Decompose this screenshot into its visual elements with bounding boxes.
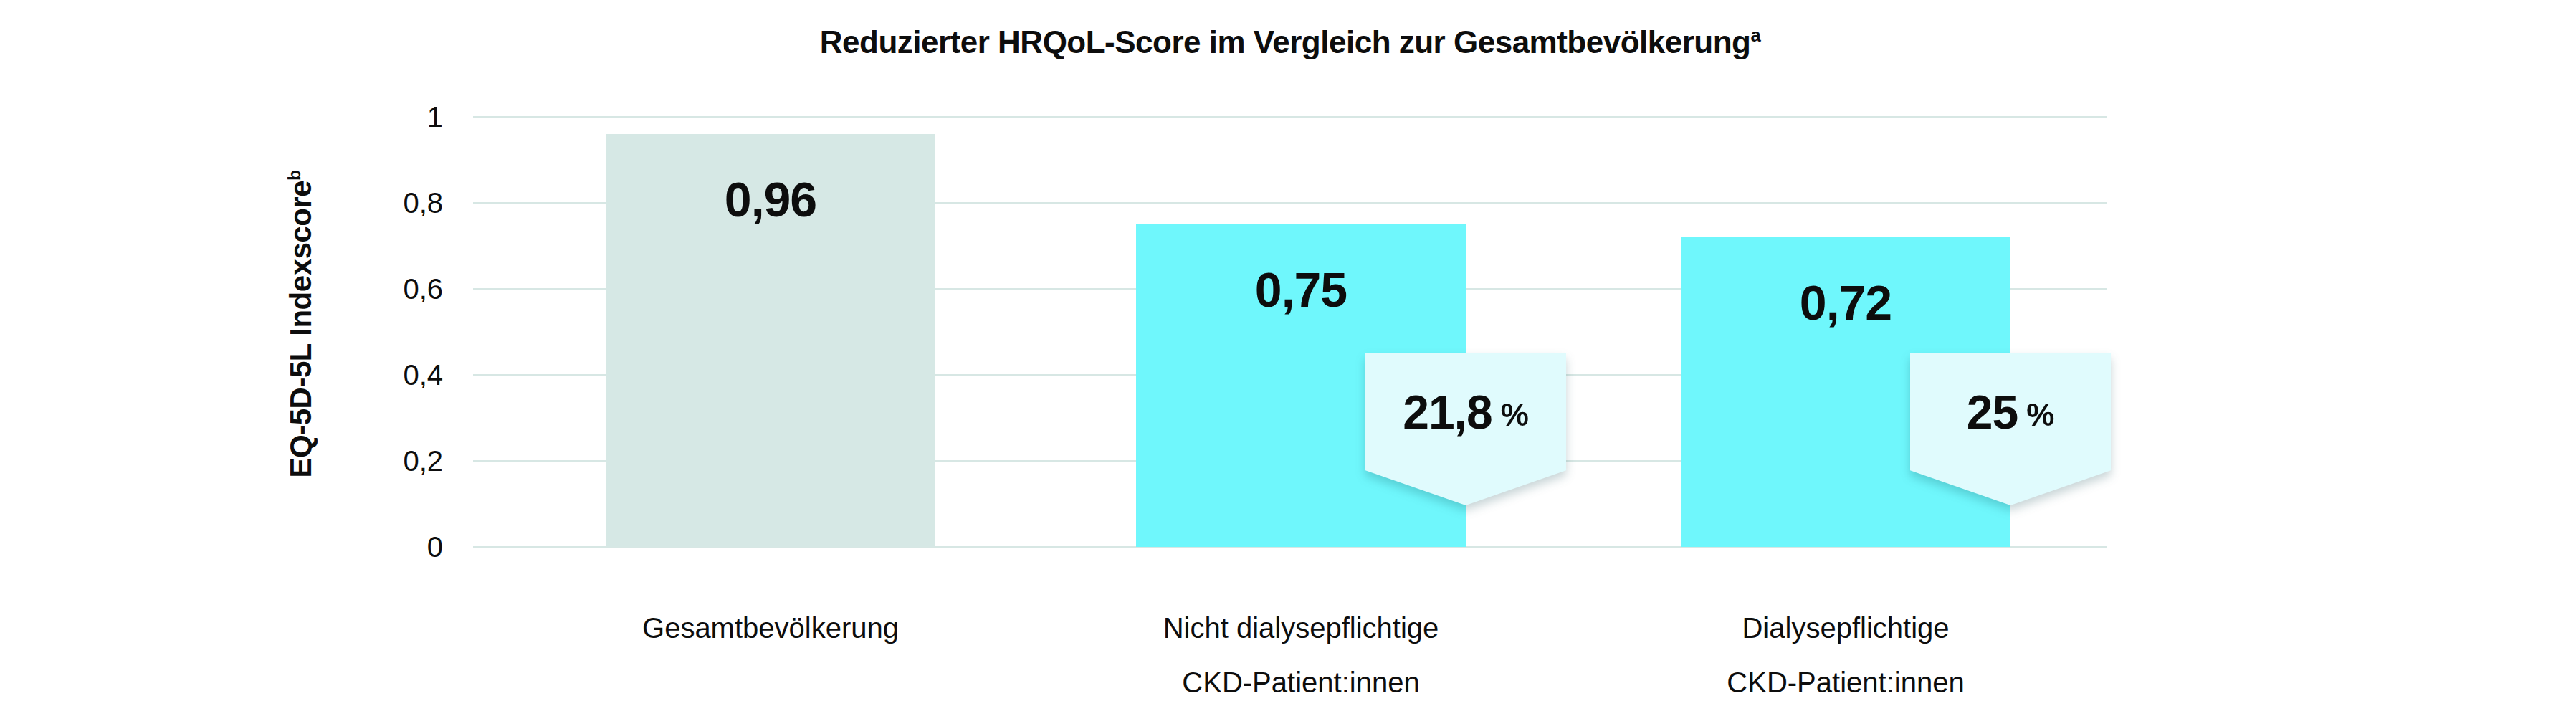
bar-value-label: 0,96 (606, 171, 935, 227)
y-tick-label: 1 (285, 100, 443, 134)
percent-sign: % (1501, 391, 1529, 433)
gridline-1 (473, 116, 2107, 118)
y-tick-label: 0 (285, 530, 443, 564)
y-axis-label-superscript: b (285, 171, 304, 181)
reduction-badge-2: 21,8% (1365, 353, 1566, 505)
reduction-badge-3: 25% (1910, 353, 2111, 505)
chart-title: Reduzierter HRQoL-Score im Vergleich zur… (473, 24, 2107, 60)
x-axis-category-label-1: Gesamtbevölkerung (505, 601, 1036, 655)
reduction-percentage-value: 25 (1967, 385, 2018, 439)
percent-sign: % (2026, 391, 2054, 433)
x-axis-category-label-line: Dialysepflichtige (1580, 601, 2111, 655)
x-axis-category-label-3: DialysepflichtigeCKD-Patient:innen (1580, 601, 2111, 701)
y-tick-label: 0,2 (285, 444, 443, 478)
bar-1: 0,96 (606, 134, 935, 547)
x-axis-category-label-line: Gesamtbevölkerung (505, 601, 1036, 655)
reduction-badge-text: 21,8% (1365, 353, 1566, 470)
reduction-percentage-value: 21,8 (1403, 385, 1492, 439)
hrqol-bar-chart: Reduzierter HRQoL-Score im Vergleich zur… (0, 0, 2576, 701)
y-tick-label: 0,6 (285, 272, 443, 306)
chart-title-text: Reduzierter HRQoL-Score im Vergleich zur… (820, 24, 1751, 59)
bar-value-label: 0,72 (1681, 275, 2010, 330)
chart-title-superscript: a (1751, 25, 1761, 45)
x-axis-category-label-2: Nicht dialysepflichtigeCKD-Patient:innen (1036, 601, 1566, 701)
x-axis-category-label-line: CKD-Patient:innen (1036, 655, 1566, 701)
bar-value-label: 0,75 (1136, 262, 1466, 318)
y-tick-label: 0,4 (285, 358, 443, 392)
x-axis-category-label-line: Nicht dialysepflichtige (1036, 601, 1566, 655)
reduction-badge-text: 25% (1910, 353, 2111, 470)
y-axis-label-text: EQ-5D-5L Indexscore (284, 181, 318, 478)
x-axis-category-label-line: CKD-Patient:innen (1580, 655, 2111, 701)
y-tick-label: 0,8 (285, 186, 443, 220)
